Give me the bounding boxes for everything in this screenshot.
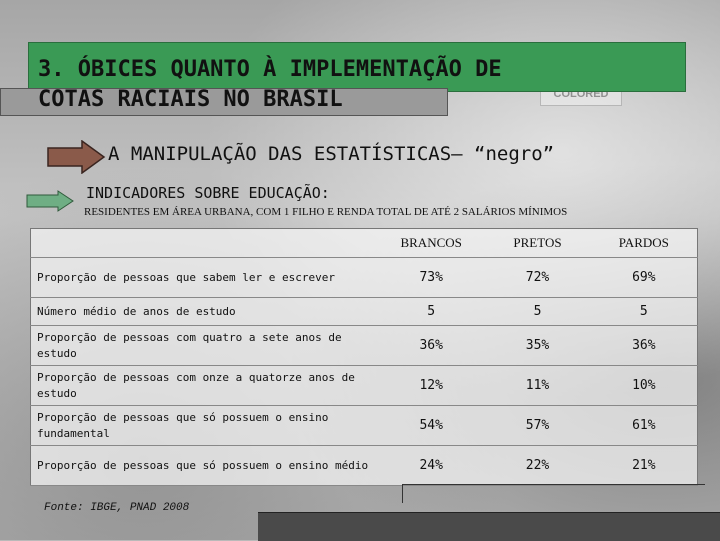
value-brancos: 12%	[378, 365, 485, 406]
arrow-right-icon	[47, 140, 106, 174]
value-pardos: 21%	[590, 445, 698, 486]
value-pardos: 10%	[590, 365, 698, 406]
table-row: Proporção de pessoas que só possuem o en…	[30, 445, 698, 486]
value-brancos: 5	[378, 297, 485, 326]
title-line-1: 3. ÓBICES QUANTO À IMPLEMENTAÇÃO DE	[38, 57, 502, 82]
value-pretos: 57%	[484, 405, 591, 446]
value-pretos: 11%	[484, 365, 591, 406]
value-pretos: 72%	[484, 257, 591, 298]
header-empty	[30, 228, 379, 258]
source-note: Fonte: IBGE, PNAD 2008	[44, 502, 190, 514]
decorative-corner-bar	[258, 512, 720, 541]
row-label: Proporção de pessoas que sabem ler e esc…	[30, 257, 379, 298]
table-row: Proporção de pessoas com quatro a sete a…	[30, 325, 698, 366]
title-second-line-bar	[0, 88, 448, 116]
value-brancos: 73%	[378, 257, 485, 298]
row-label: Número médio de anos de estudo	[30, 297, 379, 326]
value-brancos: 36%	[378, 325, 485, 366]
value-brancos: 24%	[378, 445, 485, 486]
table-row: Proporção de pessoas que sabem ler e esc…	[30, 257, 698, 298]
value-pretos: 35%	[484, 325, 591, 366]
indicators-heading: INDICADORES SOBRE EDUCAÇÃO:	[86, 184, 330, 202]
slide-title: 3. ÓBICES QUANTO À IMPLEMENTAÇÃO DE COTA…	[38, 55, 678, 115]
header-pretos: PRETOS	[484, 228, 591, 258]
value-pardos: 5	[590, 297, 698, 326]
header-pardos: PARDOS	[590, 228, 698, 258]
value-pardos: 36%	[590, 325, 698, 366]
education-table: BRANCOS PRETOS PARDOS Proporção de pesso…	[30, 228, 698, 486]
table-row: Proporção de pessoas que só possuem o en…	[30, 405, 698, 446]
small-arrow-right-icon	[26, 190, 74, 212]
title-line-2: COTAS RACIAIS NO BRASIL	[38, 87, 343, 112]
decorative-frame-line	[402, 484, 705, 503]
value-pardos: 61%	[590, 405, 698, 446]
table-row: Número médio de anos de estudo 5 5 5	[30, 297, 698, 326]
header-brancos: BRANCOS	[378, 228, 485, 258]
table-row: Proporção de pessoas com onze a quatorze…	[30, 365, 698, 406]
row-label: Proporção de pessoas que só possuem o en…	[30, 405, 379, 446]
row-label: Proporção de pessoas com quatro a sete a…	[30, 325, 379, 366]
table-header-row: BRANCOS PRETOS PARDOS	[30, 228, 698, 258]
residents-note: RESIDENTES EM ÁREA URBANA, COM 1 FILHO E…	[84, 206, 568, 218]
value-pardos: 69%	[590, 257, 698, 298]
subtitle: A MANIPULAÇÃO DAS ESTATÍSTICAS– “negro”	[108, 143, 555, 165]
value-pretos: 5	[484, 297, 591, 326]
row-label: Proporção de pessoas com onze a quatorze…	[30, 365, 379, 406]
value-brancos: 54%	[378, 405, 485, 446]
row-label: Proporção de pessoas que só possuem o en…	[30, 445, 379, 486]
value-pretos: 22%	[484, 445, 591, 486]
